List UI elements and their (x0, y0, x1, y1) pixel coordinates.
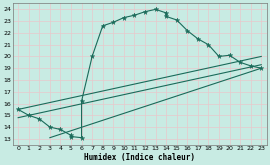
X-axis label: Humidex (Indice chaleur): Humidex (Indice chaleur) (84, 152, 195, 162)
